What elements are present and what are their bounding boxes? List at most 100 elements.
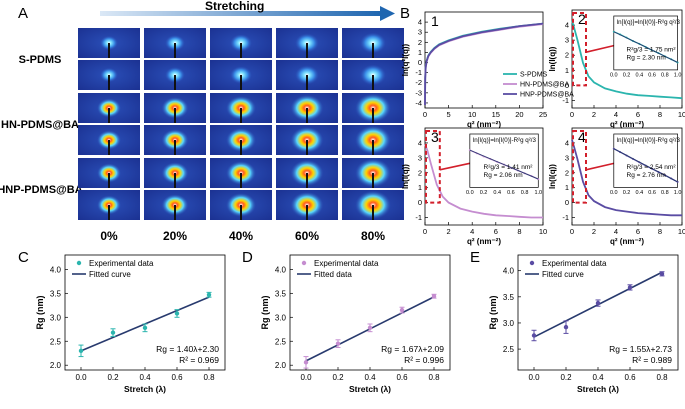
x-tick-label: 0.6	[396, 373, 408, 382]
data-point	[142, 325, 148, 331]
x-axis-label: q² (nm⁻²)	[610, 120, 644, 129]
inset-x-tick-label: 0.2	[623, 190, 631, 196]
x-axis-label: Stretch (λ)	[349, 384, 391, 394]
series-line-S-PDMS	[571, 20, 683, 100]
inset-x-tick-label: 0.0	[610, 72, 618, 78]
data-point	[110, 330, 116, 335]
beamstop-shadow	[240, 173, 242, 188]
x-axis-label: q² (nm⁻²)	[467, 120, 501, 129]
fit-equation: Rg = 1.55λ+2.73	[609, 344, 672, 354]
beamstop-shadow	[306, 140, 308, 155]
y-tick-label: 4	[418, 138, 422, 147]
beamstop-shadow	[108, 140, 110, 155]
x-tick-label: 0	[423, 227, 427, 236]
beamstop-shadow	[372, 140, 374, 155]
y-tick-label: 1	[418, 183, 422, 192]
saxs-row-label: HN-PDMS@BA	[1, 119, 79, 131]
y-tick-label: 3.5	[50, 289, 62, 298]
legend-marker-experimental	[529, 260, 535, 266]
x-tick-label: 0.0	[300, 373, 312, 382]
beamstop-shadow	[174, 140, 176, 155]
legend-marker-experimental	[76, 260, 82, 266]
strain-label: 20%	[163, 229, 187, 243]
x-tick-label: 0.8	[428, 373, 440, 382]
r-squared: R² = 0.969	[179, 355, 219, 365]
y-tick-label: -2	[415, 78, 422, 87]
legend-label-experimental: Experimental data	[314, 259, 379, 268]
subpanel-number: 2	[578, 11, 586, 27]
beamstop-shadow	[108, 43, 110, 58]
inset-frame	[613, 133, 678, 188]
y-tick-label: 3.5	[503, 293, 515, 302]
series-line-HN-PDMS@BA	[424, 144, 543, 219]
beamstop-shadow	[240, 75, 242, 90]
y-tick-label: 3.0	[50, 313, 62, 322]
inset-frame	[613, 15, 678, 71]
y-tick-label: 4.0	[503, 267, 515, 276]
inset-rg-value: Rg = 2.30 nm	[627, 55, 666, 62]
x-tick-label: 0.2	[560, 373, 572, 382]
beamstop-shadow	[306, 205, 308, 220]
y-tick-label: 3	[418, 153, 422, 162]
inset-equation: ln[I(q)]=ln[I(0)]-R²g q²/3	[473, 137, 537, 144]
inset-frame	[469, 133, 539, 188]
legend-label-experimental: Experimental data	[542, 259, 607, 268]
inset-rg-value: Rg = 2.06 nm	[484, 172, 523, 179]
x-tick-label: 8	[517, 227, 521, 236]
beamstop-shadow	[240, 43, 242, 58]
inset-equation: ln[I(q)]=ln[I(0)]-R²g q²/3	[617, 137, 681, 144]
x-tick-label: 0	[570, 227, 574, 236]
beamstop-shadow	[174, 173, 176, 188]
data-point	[531, 333, 537, 338]
y-tick-label: 0	[565, 81, 569, 90]
inset-x-tick-label: 1.0	[534, 190, 542, 196]
x-tick-label: 0	[423, 110, 427, 119]
highlight-region	[425, 129, 441, 204]
beamstop-shadow	[174, 205, 176, 220]
chart-D: 0.0 0.2 0.4 0.6 0.8 2.0 2.5 3.0 3.5 4.0 Stretch (λ…	[260, 254, 451, 394]
beamstop-shadow	[108, 205, 110, 220]
inset-fit-line	[613, 31, 678, 63]
plot-frame	[571, 127, 683, 226]
legend-label: HN-PDMS@BA	[520, 82, 569, 89]
x-tick-label: 0.0	[75, 373, 87, 382]
y-tick-label: 1	[565, 183, 569, 192]
x-tick-label: 8	[658, 110, 662, 119]
y-tick-label: -1	[415, 68, 422, 77]
x-tick-label: 0.4	[592, 373, 604, 382]
inset-rg2-value: R²g/3 = 1.75 nm²	[627, 47, 677, 54]
data-point	[78, 348, 84, 354]
inset-x-tick-label: 0.0	[466, 190, 474, 196]
y-tick-label: -1	[562, 213, 569, 222]
beamstop-shadow	[372, 108, 374, 123]
legend-label-experimental: Experimental data	[89, 259, 154, 268]
r-squared: R² = 0.996	[404, 355, 444, 365]
y-tick-label: 1	[565, 66, 569, 75]
y-tick-label: 3	[418, 28, 422, 37]
plot-frame	[571, 9, 683, 109]
y-tick-label: 4	[565, 138, 569, 147]
y-tick-label: 2.0	[50, 361, 62, 370]
subpanel-number: 1	[431, 13, 439, 29]
panel-letter-d: D	[242, 249, 253, 266]
x-tick-label: 10	[678, 227, 685, 236]
inset-x-tick-label: 0.2	[480, 190, 488, 196]
x-axis-label: q² (nm⁻²)	[467, 237, 501, 246]
x-tick-label: 6	[636, 110, 640, 119]
x-tick-label: 10	[678, 110, 685, 119]
x-tick-label: 4	[614, 110, 618, 119]
beamstop-shadow	[174, 108, 176, 123]
beamstop-shadow	[306, 173, 308, 188]
data-point	[563, 324, 569, 330]
data-point	[627, 285, 633, 290]
x-tick-label: 0.0	[528, 373, 540, 382]
x-tick-label: 6	[494, 227, 498, 236]
data-point	[659, 271, 665, 277]
legend-label-fit: Fitted curve	[89, 270, 131, 279]
subpanel-number: 4	[578, 129, 586, 145]
highlight-connector	[439, 162, 471, 171]
y-tick-label: -3	[415, 88, 422, 97]
panel-letter-c: C	[18, 249, 29, 266]
